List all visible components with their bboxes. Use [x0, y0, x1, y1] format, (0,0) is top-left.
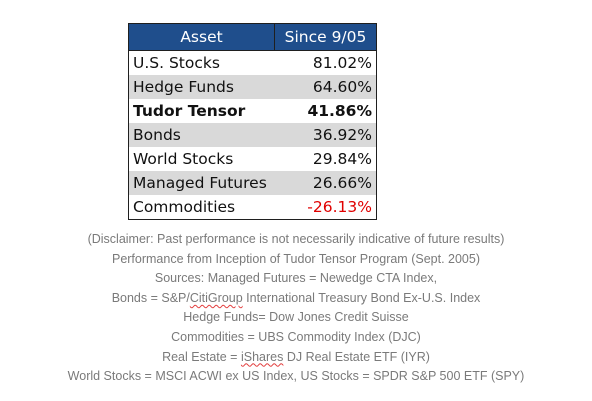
real-estate-note: Real Estate = iShares DJ Real Estate ETF…: [0, 348, 592, 368]
asset-name: Hedge Funds: [128, 75, 275, 99]
bonds-note-prefix: Bonds = S&P/: [111, 290, 190, 305]
asset-name: Tudor Tensor: [133, 102, 246, 120]
asset-return: 36.92%: [274, 123, 377, 147]
table-header-row: Asset Since 9/05: [128, 23, 377, 51]
table-row: Commodities -26.13%: [129, 195, 377, 220]
bonds-note-citigroup: CitiGroup: [189, 290, 243, 305]
footnotes: (Disclaimer: Past performance is not nec…: [0, 230, 592, 387]
table-row: Hedge Funds 64.60%: [128, 75, 377, 99]
asset-name: World Stocks: [133, 150, 234, 168]
hedge-funds-note: Hedge Funds= Dow Jones Credit Suisse: [183, 310, 409, 325]
real-estate-note-ishares: iShares: [240, 349, 284, 364]
performance-table-container: Asset Since 9/05 U.S. Stocks 81.02% Hedg…: [128, 23, 377, 220]
header-since: Since 9/05: [274, 23, 377, 51]
table-row: U.S. Stocks 81.02%: [129, 51, 377, 76]
asset-return: 26.66%: [274, 171, 377, 195]
asset-name: Bonds: [128, 123, 275, 147]
table-row: Tudor Tensor 41.86%: [129, 99, 377, 123]
asset-name: Commodities: [133, 198, 236, 216]
table-row: Managed Futures 26.66%: [128, 171, 377, 195]
commodities-note: Commodities = UBS Commodity Index (DJC): [171, 329, 421, 344]
table-row: Bonds 36.92%: [128, 123, 377, 147]
disclaimer-text: (Disclaimer: Past performance is not nec…: [87, 232, 505, 246]
asset-return: 29.84%: [312, 150, 372, 168]
asset-return-negative: -26.13%: [307, 198, 372, 216]
asset-return: 41.86%: [307, 102, 372, 120]
table-row: World Stocks 29.84%: [129, 147, 377, 171]
bonds-note: Bonds = S&P/CitiGroup International Trea…: [0, 289, 592, 309]
header-asset: Asset: [128, 23, 275, 51]
asset-return: 64.60%: [274, 75, 377, 99]
asset-name: U.S. Stocks: [133, 54, 220, 72]
asset-name: Managed Futures: [128, 171, 275, 195]
bonds-note-suffix: International Treasury Bond Ex-U.S. Inde…: [242, 290, 481, 305]
real-estate-note-prefix: Real Estate =: [162, 349, 241, 364]
sources-note: Sources: Managed Futures = Newedge CTA I…: [154, 271, 438, 286]
performance-note: Performance from Inception of Tudor Tens…: [111, 251, 480, 266]
performance-table: Asset Since 9/05 U.S. Stocks 81.02% Hedg…: [128, 23, 377, 220]
asset-return: 81.02%: [312, 54, 372, 72]
world-stocks-note: World Stocks = MSCI ACWI ex US Index, US…: [67, 369, 525, 384]
real-estate-note-suffix: DJ Real Estate ETF (IYR): [283, 349, 430, 364]
